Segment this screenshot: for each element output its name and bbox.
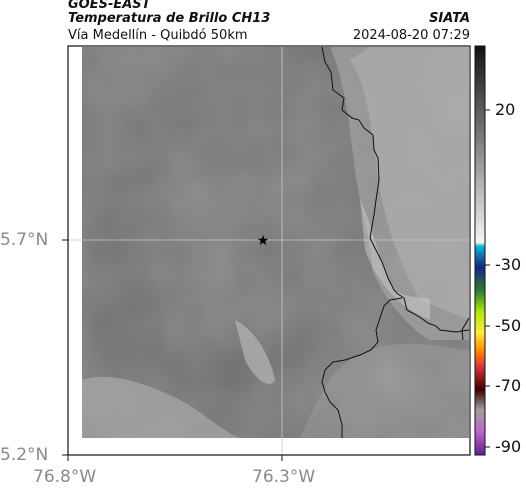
agency-label: SIATA (429, 11, 470, 26)
satellite-title: GOES-EAST (68, 0, 151, 12)
product-title: Temperatura de Brillo CH13 (68, 11, 271, 26)
colorbar-tick-20: 20 (495, 100, 516, 119)
brightness-temperature-imagery (82, 47, 469, 438)
timestamp-label: 2024-08-20 07:29 (352, 28, 470, 43)
map-frame (67, 45, 471, 456)
lat-label-5.7: 5.7°N (0, 230, 49, 250)
lat-label-5.2: 5.2°N (0, 445, 49, 465)
star-marker: ★ (257, 233, 270, 249)
colorbar (474, 45, 486, 456)
municipal-border (321, 297, 403, 438)
colorbar-tick-minus90: -90 (495, 437, 522, 456)
department-border (321, 46, 470, 333)
lon-label-76.8: 76.8°W (33, 467, 97, 487)
east-border (461, 317, 470, 341)
colorbar-tick-minus30: -30 (495, 255, 522, 274)
colorbar-tick-minus70: -70 (495, 376, 522, 395)
route-label: Vía Medellín - Quibdó 50km (68, 28, 248, 43)
colorbar-tick-minus50: -50 (495, 316, 522, 335)
lon-label-76.3: 76.3°W (252, 467, 316, 487)
